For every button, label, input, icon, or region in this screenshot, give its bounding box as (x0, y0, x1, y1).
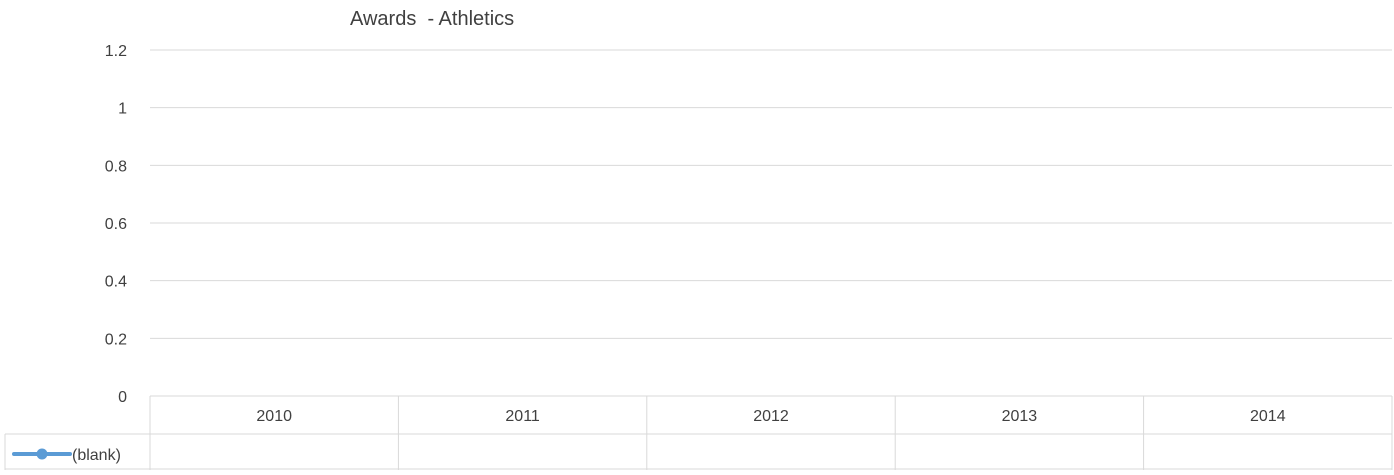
y-tick-label: 0.4 (105, 274, 127, 291)
y-tick-label: 0.2 (105, 331, 127, 348)
y-tick-label: 0.8 (105, 158, 127, 175)
y-tick-label: 1.2 (105, 43, 127, 60)
legend-point-marker (36, 448, 48, 460)
x-category-label: 2012 (753, 408, 789, 425)
chart-title: Awards - Athletics (350, 8, 515, 30)
x-category-label: 2011 (505, 408, 540, 425)
y-tick-label: 1 (118, 101, 127, 118)
x-category-label: 2014 (1250, 408, 1286, 425)
y-tick-label: 0 (118, 389, 127, 406)
x-category-label: 2013 (1002, 408, 1038, 425)
legend-series-name: (blank) (72, 447, 121, 464)
x-category-label: 2010 (256, 408, 292, 425)
y-tick-label: 0.6 (105, 216, 127, 233)
